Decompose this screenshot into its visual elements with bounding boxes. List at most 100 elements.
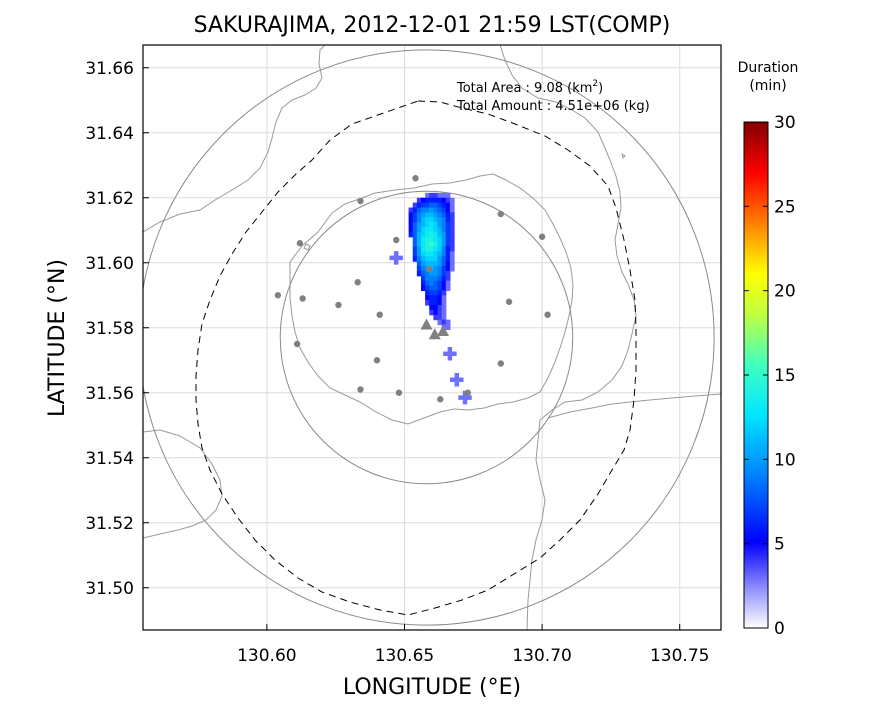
plume-cell bbox=[433, 280, 439, 287]
station-marker bbox=[393, 236, 400, 244]
plume-cell bbox=[420, 280, 426, 287]
plume-cell bbox=[429, 256, 434, 262]
plume-cell bbox=[433, 261, 439, 267]
plume-cell bbox=[429, 305, 434, 311]
station-marker bbox=[357, 197, 364, 205]
plume-cell bbox=[441, 256, 447, 262]
plume-cell bbox=[445, 280, 451, 287]
plume-cell bbox=[433, 192, 439, 199]
plume-cell bbox=[416, 261, 422, 267]
plume-cell bbox=[425, 217, 430, 223]
chart-title: SAKURAJIMA, 2012-12-01 21:59 LST(COMP) bbox=[194, 13, 671, 38]
plume-cell bbox=[445, 217, 451, 223]
station-marker bbox=[335, 301, 342, 309]
plume-cell bbox=[425, 202, 430, 209]
plume-cell bbox=[433, 227, 439, 233]
plume-cell bbox=[433, 285, 439, 291]
plume-cell bbox=[420, 275, 426, 282]
plume-cell bbox=[445, 251, 451, 257]
plume-cell bbox=[408, 217, 414, 223]
plume-cell bbox=[433, 212, 439, 218]
total-amount-annotation: Total Amount : 4.51e+06 (kg) bbox=[456, 99, 650, 114]
plume-cell bbox=[449, 227, 455, 233]
colorbar-tick-label: 25 bbox=[774, 197, 796, 217]
station-marker bbox=[464, 389, 471, 396]
colorbar-label-duration: Duration bbox=[738, 60, 799, 76]
plume-cell bbox=[412, 202, 418, 209]
plume-cell bbox=[437, 256, 443, 262]
plume-cell bbox=[437, 300, 443, 306]
plume-cell bbox=[441, 246, 447, 252]
mainland-south-coast bbox=[143, 429, 223, 539]
plume-cell bbox=[429, 197, 434, 204]
plume-cell bbox=[445, 236, 451, 243]
plume-cell bbox=[437, 222, 443, 228]
plume-cell bbox=[449, 261, 455, 267]
plume-cell bbox=[420, 231, 426, 238]
plume-cell bbox=[408, 231, 414, 238]
station-marker bbox=[505, 298, 513, 305]
plume-cell bbox=[425, 207, 430, 213]
plume-cell bbox=[437, 319, 443, 326]
colorbar-label-unit: (min) bbox=[749, 78, 786, 94]
plume-cell bbox=[412, 251, 418, 257]
plume-cell bbox=[420, 246, 426, 252]
plume-cell bbox=[449, 231, 455, 238]
plume-cell bbox=[437, 314, 443, 321]
plume-cell bbox=[429, 231, 434, 238]
x-axis-label: LONGITUDE (°E) bbox=[343, 675, 521, 700]
vent-triangle bbox=[437, 325, 450, 336]
plume-cell bbox=[416, 246, 422, 252]
colorbar-tick-label: 5 bbox=[774, 535, 785, 555]
plume-cell bbox=[441, 241, 447, 248]
plume-cell bbox=[433, 202, 439, 209]
total-area-close: ) bbox=[598, 81, 603, 96]
plume-cell bbox=[408, 227, 414, 233]
plume-cell bbox=[449, 212, 455, 218]
plume-cell bbox=[449, 266, 455, 272]
plume-cell bbox=[445, 256, 451, 262]
plume-cell bbox=[449, 222, 455, 228]
vent-triangle bbox=[420, 318, 433, 330]
plume-cell bbox=[437, 227, 443, 233]
plume-cell bbox=[433, 300, 439, 306]
plume-cell bbox=[437, 241, 443, 248]
plume-cell bbox=[416, 236, 422, 243]
y-tick-label: 31.62 bbox=[85, 189, 134, 209]
plume-cell bbox=[441, 192, 447, 199]
plume-cell bbox=[420, 202, 426, 209]
station-marker bbox=[299, 295, 306, 302]
station-marker bbox=[376, 311, 383, 318]
plume-patch bbox=[443, 347, 457, 361]
plume-cell bbox=[441, 236, 447, 243]
plume-cell bbox=[433, 266, 439, 272]
plume-cell bbox=[408, 207, 414, 213]
plume-cell bbox=[425, 256, 430, 262]
plume-cell bbox=[445, 261, 451, 267]
plume-cell bbox=[437, 270, 443, 277]
x-tick-label: 130.60 bbox=[237, 646, 296, 666]
plume-cell bbox=[416, 231, 422, 238]
y-tick-label: 31.66 bbox=[85, 59, 134, 79]
plume-patch bbox=[389, 251, 403, 265]
coastline bbox=[143, 45, 721, 630]
plume-cell bbox=[437, 246, 443, 252]
plume-cell bbox=[437, 305, 443, 311]
plume-cell bbox=[433, 270, 439, 277]
plume-cell bbox=[445, 285, 451, 291]
plume-cell bbox=[425, 236, 430, 243]
volcanic-vents bbox=[420, 318, 450, 340]
plume-cell bbox=[437, 280, 443, 287]
station-marker bbox=[296, 240, 304, 247]
plume-cell bbox=[412, 256, 418, 262]
plume-cell bbox=[412, 212, 418, 218]
y-tick-label: 31.50 bbox=[85, 579, 134, 599]
plume-cell bbox=[437, 251, 443, 257]
plume-cell bbox=[433, 295, 439, 301]
plume-cell bbox=[420, 217, 426, 223]
plume-cell bbox=[445, 275, 451, 282]
plume-cell bbox=[429, 300, 434, 306]
plume-cell bbox=[437, 192, 443, 199]
plume-cell bbox=[412, 246, 418, 252]
plume-cell bbox=[429, 202, 434, 209]
